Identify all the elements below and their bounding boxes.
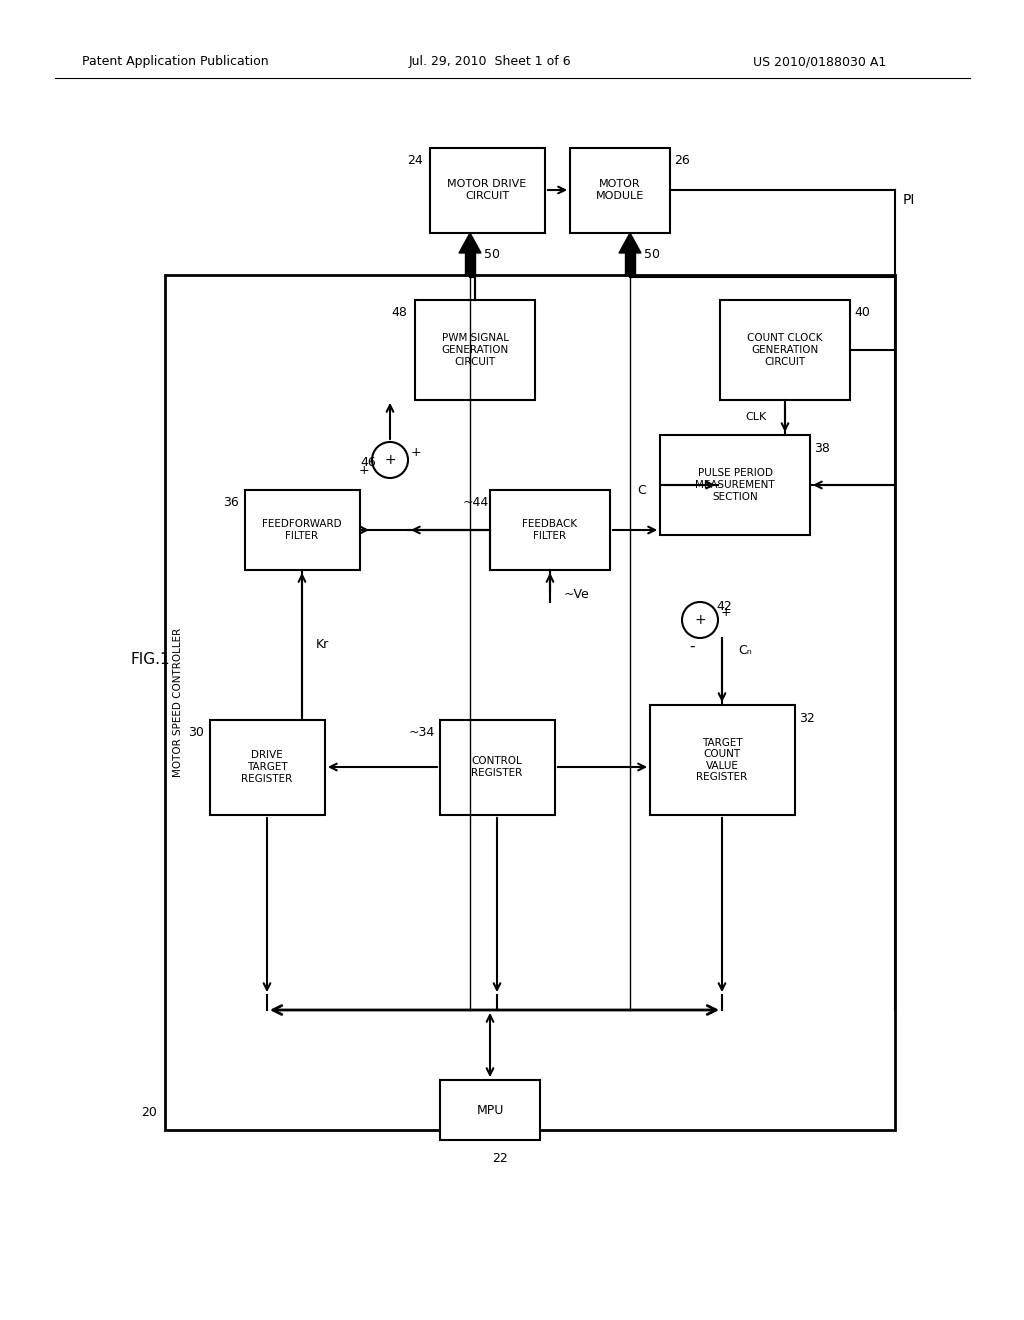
Text: FIG.1: FIG.1	[130, 652, 170, 668]
Text: MOTOR SPEED CONTROLLER: MOTOR SPEED CONTROLLER	[173, 627, 183, 776]
Text: 36: 36	[223, 496, 239, 510]
Bar	[415, 300, 535, 400]
Text: +: +	[694, 612, 706, 627]
Text: 46: 46	[360, 455, 376, 469]
Text: PWM SIGNAL
GENERATION
CIRCUIT: PWM SIGNAL GENERATION CIRCUIT	[441, 334, 509, 367]
Text: Jul. 29, 2010  Sheet 1 of 6: Jul. 29, 2010 Sheet 1 of 6	[409, 55, 571, 69]
Text: Patent Application Publication: Patent Application Publication	[82, 55, 268, 69]
Text: 50: 50	[484, 248, 500, 260]
Text: 48: 48	[391, 306, 407, 319]
Bar	[490, 490, 610, 570]
Bar	[245, 490, 360, 570]
Text: ~34: ~34	[409, 726, 435, 739]
Bar	[720, 300, 850, 400]
Text: Cₙ: Cₙ	[738, 644, 752, 656]
Text: +: +	[721, 606, 731, 619]
Text: MPU: MPU	[476, 1104, 504, 1117]
Text: US 2010/0188030 A1: US 2010/0188030 A1	[754, 55, 887, 69]
Bar	[625, 253, 635, 275]
Bar	[440, 719, 555, 814]
Text: 50: 50	[644, 248, 660, 260]
Bar	[440, 1080, 540, 1140]
Text: 26: 26	[674, 153, 690, 166]
Polygon shape	[618, 234, 641, 253]
Text: 24: 24	[408, 153, 423, 166]
Bar	[650, 705, 795, 814]
Text: CONTROL
REGISTER: CONTROL REGISTER	[471, 756, 522, 777]
Bar	[165, 275, 895, 1130]
Text: 20: 20	[141, 1106, 157, 1118]
Text: PI: PI	[903, 193, 915, 207]
Text: +: +	[411, 446, 421, 458]
Text: FEEDBACK
FILTER: FEEDBACK FILTER	[522, 519, 578, 541]
Text: +: +	[384, 453, 396, 467]
Text: C: C	[638, 483, 646, 496]
Bar	[430, 148, 545, 234]
Bar	[210, 719, 325, 814]
Text: TARGET
COUNT
VALUE
REGISTER: TARGET COUNT VALUE REGISTER	[696, 738, 748, 783]
Text: 32: 32	[799, 711, 815, 725]
Text: ~Ve: ~Ve	[564, 589, 590, 602]
Text: FEEDFORWARD
FILTER: FEEDFORWARD FILTER	[262, 519, 342, 541]
Text: MOTOR DRIVE
CIRCUIT: MOTOR DRIVE CIRCUIT	[447, 180, 526, 201]
Text: 22: 22	[493, 1151, 508, 1164]
Text: 30: 30	[188, 726, 204, 739]
Text: ~44: ~44	[463, 496, 489, 510]
Text: PULSE PERIOD
MEASUREMENT
SECTION: PULSE PERIOD MEASUREMENT SECTION	[695, 469, 775, 502]
Polygon shape	[459, 234, 481, 253]
Bar	[660, 436, 810, 535]
Text: CLK: CLK	[745, 412, 767, 422]
Bar	[465, 253, 475, 275]
Text: 40: 40	[854, 306, 870, 319]
Text: COUNT CLOCK
GENERATION
CIRCUIT: COUNT CLOCK GENERATION CIRCUIT	[748, 334, 822, 367]
Text: Kr: Kr	[316, 639, 330, 652]
Text: MOTOR
MODULE: MOTOR MODULE	[596, 180, 644, 201]
Text: DRIVE
TARGET
REGISTER: DRIVE TARGET REGISTER	[242, 750, 293, 784]
Bar	[570, 148, 670, 234]
Text: +: +	[358, 463, 370, 477]
Text: -: -	[689, 639, 694, 653]
Text: 42: 42	[716, 601, 732, 614]
Text: 38: 38	[814, 441, 829, 454]
